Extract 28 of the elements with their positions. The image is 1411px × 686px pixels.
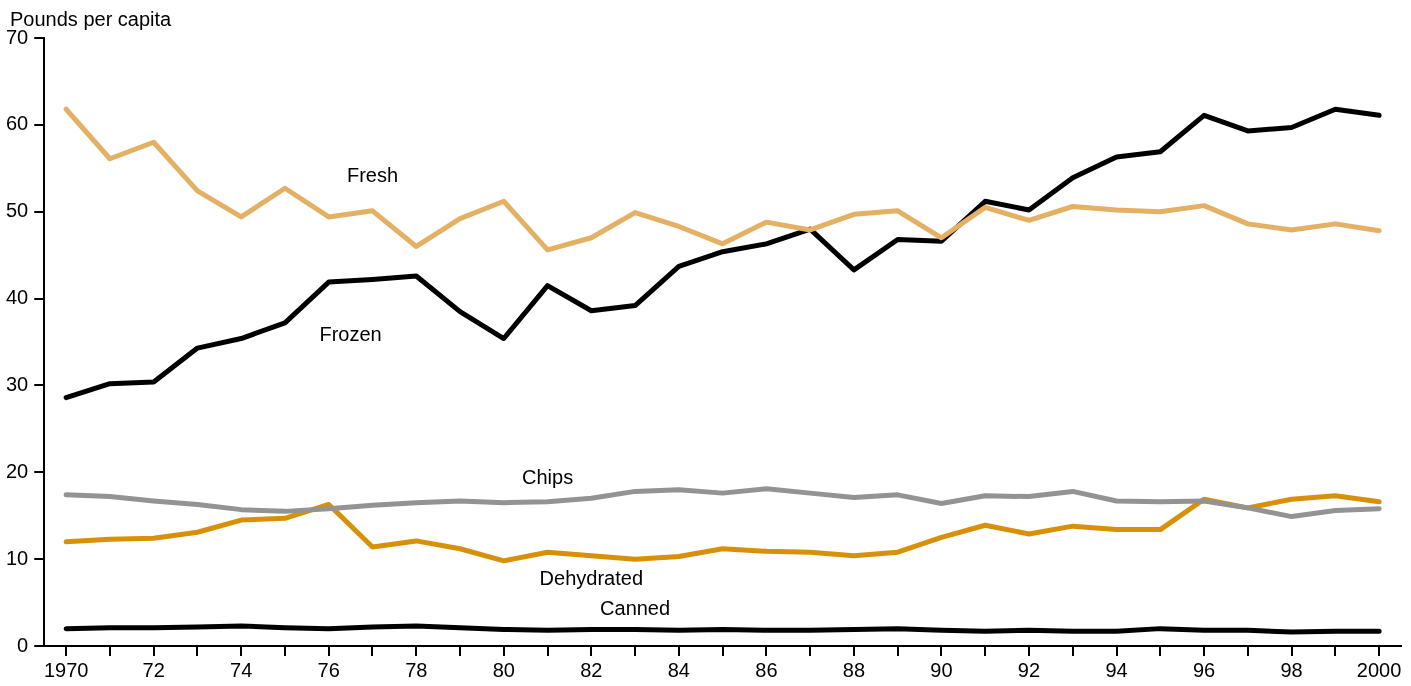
y-tick-label: 20: [6, 459, 29, 482]
series-label: Canned: [600, 597, 671, 620]
series-label: Dehydrated: [539, 566, 644, 589]
x-tick-label: 94: [1105, 658, 1128, 681]
x-tick-label: 80: [492, 658, 515, 681]
y-tick-label: 40: [6, 286, 29, 309]
x-tick-label: 76: [317, 658, 340, 681]
x-tick-label: 90: [930, 658, 953, 681]
x-tick-label: 82: [580, 658, 603, 681]
y-tick-label: 60: [6, 112, 29, 135]
x-tick-label: 2000: [1356, 658, 1402, 681]
series-label: Fresh: [346, 164, 399, 187]
x-tick-label: 92: [1017, 658, 1041, 681]
y-tick-label: 30: [6, 372, 29, 395]
x-tick-label: 78: [405, 658, 428, 681]
y-tick-label: 0: [17, 633, 29, 656]
x-tick-label: 98: [1280, 658, 1303, 681]
x-tick-label: 74: [230, 658, 253, 681]
x-tick-label: 1970: [43, 658, 89, 681]
x-tick-label: 88: [842, 658, 866, 681]
y-tick-label: 10: [6, 546, 29, 569]
x-tick-label: 86: [755, 658, 778, 681]
x-tick-label: 72: [142, 658, 165, 681]
x-tick-label: 84: [667, 658, 690, 681]
series-label: Frozen: [319, 323, 382, 346]
series-label: Chips: [521, 465, 574, 488]
y-tick-label: 50: [6, 199, 29, 222]
x-tick-label: 96: [1192, 658, 1216, 681]
